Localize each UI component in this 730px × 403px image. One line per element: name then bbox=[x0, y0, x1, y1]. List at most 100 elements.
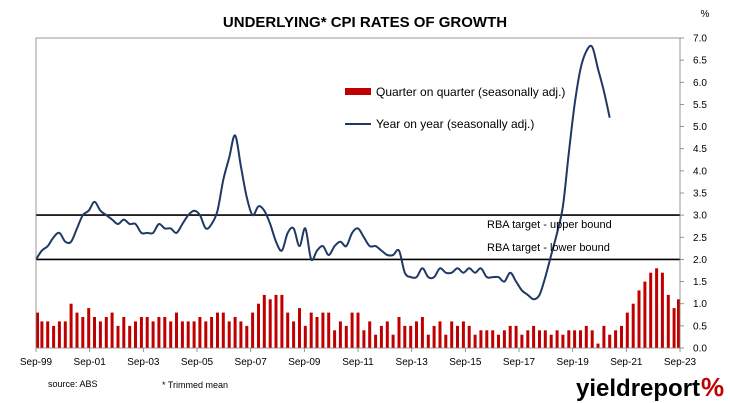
bar-quarter bbox=[608, 334, 612, 348]
bar-quarter bbox=[614, 330, 618, 348]
bar-quarter bbox=[508, 325, 512, 348]
bar-quarter bbox=[479, 330, 483, 348]
bar-quarter bbox=[573, 330, 577, 348]
bar-quarter bbox=[567, 330, 571, 348]
bar-quarter bbox=[596, 343, 600, 348]
bar-quarter bbox=[397, 317, 401, 348]
bar-quarter bbox=[450, 321, 454, 348]
x-tick-label: Sep-23 bbox=[664, 357, 697, 368]
bar-quarter bbox=[186, 321, 190, 348]
bar-quarter bbox=[379, 325, 383, 348]
bar-quarter bbox=[104, 317, 108, 348]
y-axis-ticks: 0.0 0.5 1.0 1.5 2.0 2.5 3.0 3.5 4.0 4.5 5.0 5.5 6.0 6… bbox=[680, 34, 707, 355]
annotation-upper-bound: RBA target - upper bound bbox=[487, 219, 612, 231]
bar-quarter bbox=[303, 325, 307, 348]
legend: Quarter on quarter (seasonally adj.) Yea… bbox=[345, 85, 565, 131]
y-tick-label: 1.5 bbox=[693, 277, 707, 288]
bar-quarter bbox=[286, 312, 290, 348]
bar-quarter bbox=[502, 330, 506, 348]
bar-quarter bbox=[36, 312, 39, 348]
y-tick-label: 4.5 bbox=[693, 144, 707, 155]
bar-quarter bbox=[157, 317, 161, 348]
bar-quarter bbox=[362, 330, 366, 348]
bar-quarter bbox=[139, 317, 143, 348]
x-tick-label: Sep-09 bbox=[288, 357, 321, 368]
bar-quarter bbox=[677, 299, 680, 348]
bar-quarter bbox=[520, 334, 524, 348]
bar-quarter bbox=[543, 330, 547, 348]
bar-quarter bbox=[438, 321, 442, 348]
x-tick-label: Sep-11 bbox=[342, 357, 374, 368]
bar-quarter bbox=[274, 294, 278, 348]
bar-quarter bbox=[649, 272, 653, 348]
bar-quarter bbox=[491, 330, 495, 348]
annotation-lower-bound: RBA target - lower bound bbox=[487, 242, 610, 254]
bar-quarter bbox=[81, 317, 85, 348]
y-tick-label: 6.0 bbox=[693, 78, 707, 89]
bar-quarter bbox=[584, 325, 588, 348]
y-tick-label: 5.5 bbox=[693, 100, 707, 111]
brand-logo: yieldreport % bbox=[576, 372, 724, 402]
footnote: * Trimmed mean bbox=[162, 380, 228, 390]
bar-quarter bbox=[532, 325, 536, 348]
x-tick-label: Sep-99 bbox=[20, 357, 53, 368]
line-series bbox=[35, 44, 611, 301]
bar-quarter bbox=[338, 321, 342, 348]
bar-quarter bbox=[63, 321, 67, 348]
bar-quarter bbox=[625, 312, 629, 348]
x-tick-label: Sep-03 bbox=[127, 357, 160, 368]
bar-quarter bbox=[432, 325, 436, 348]
bar-quarter bbox=[221, 312, 225, 348]
bar-quarter bbox=[333, 330, 337, 348]
source-note: source: ABS bbox=[48, 379, 98, 389]
bar-quarter bbox=[309, 312, 313, 348]
x-tick-label: Sep-15 bbox=[449, 357, 482, 368]
bar-quarter bbox=[40, 321, 44, 348]
x-tick-label: Sep-19 bbox=[557, 357, 590, 368]
line-year-on-year bbox=[35, 44, 611, 301]
bar-quarter bbox=[415, 321, 418, 348]
x-tick-label: Sep-05 bbox=[181, 357, 214, 368]
bar-quarter bbox=[403, 325, 407, 348]
bar-quarter bbox=[672, 308, 676, 348]
bar-quarter bbox=[262, 294, 266, 348]
y-tick-label: 6.5 bbox=[693, 56, 707, 67]
y-tick-label: 3.0 bbox=[693, 211, 707, 222]
x-axis-ticks: Sep-99 Sep-01 Sep-03 Sep-05 Sep-07 Sep-09 Sep-… bbox=[20, 348, 697, 368]
bar-quarter bbox=[233, 317, 237, 348]
bar-quarter bbox=[473, 334, 477, 348]
bar-quarter bbox=[251, 312, 255, 348]
bar-quarter bbox=[643, 281, 647, 348]
bar-quarter bbox=[257, 303, 260, 348]
x-tick-label: Sep-07 bbox=[235, 357, 268, 368]
bar-quarter bbox=[374, 334, 378, 348]
bar-quarter bbox=[227, 321, 231, 348]
bar-quarter bbox=[666, 294, 670, 348]
bar-quarter bbox=[368, 321, 372, 348]
y-tick-label: 0.5 bbox=[693, 321, 707, 332]
bar-quarter bbox=[57, 321, 61, 348]
x-tick-label: Sep-13 bbox=[396, 357, 429, 368]
y-tick-label: 1.0 bbox=[693, 299, 707, 310]
bar-quarter bbox=[637, 290, 641, 348]
y-tick-label: 5.0 bbox=[693, 122, 707, 133]
bar-quarter bbox=[655, 268, 659, 348]
bar-quarter bbox=[134, 321, 137, 348]
bar-quarter bbox=[620, 325, 623, 348]
bar-quarter bbox=[409, 325, 413, 348]
bar-quarter bbox=[590, 330, 594, 348]
bar-quarter bbox=[327, 312, 331, 348]
bar-quarter bbox=[660, 272, 664, 348]
bar-quarter bbox=[356, 312, 360, 348]
bar-quarter bbox=[298, 308, 301, 348]
bar-quarter bbox=[321, 312, 325, 348]
bar-quarter bbox=[444, 334, 448, 348]
y-axis-unit: % bbox=[701, 9, 710, 20]
bar-quarter bbox=[485, 330, 489, 348]
bar-quarter bbox=[87, 308, 91, 348]
bar-quarter bbox=[69, 303, 73, 348]
bar-quarter bbox=[549, 334, 553, 348]
bar-quarter bbox=[93, 317, 96, 348]
bar-quarter bbox=[461, 321, 465, 348]
bar-quarter bbox=[268, 299, 272, 348]
